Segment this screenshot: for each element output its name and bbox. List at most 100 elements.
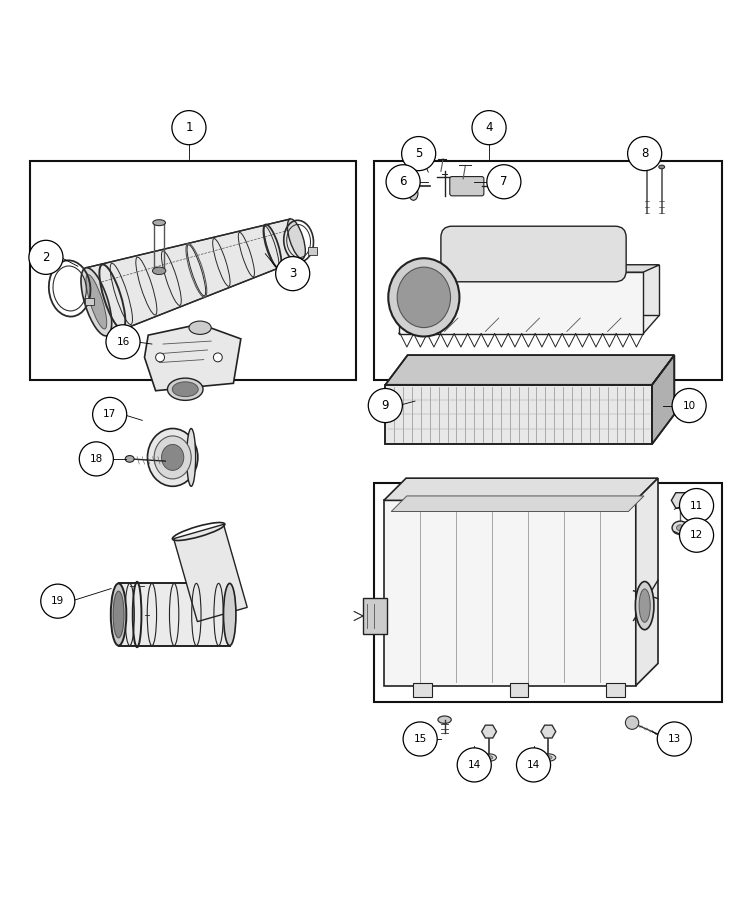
Text: 16: 16 bbox=[116, 337, 130, 347]
Polygon shape bbox=[144, 324, 241, 391]
Polygon shape bbox=[173, 525, 247, 622]
Text: 14: 14 bbox=[468, 760, 481, 770]
Text: 11: 11 bbox=[690, 500, 703, 510]
Ellipse shape bbox=[659, 165, 665, 169]
Polygon shape bbox=[671, 492, 689, 508]
Text: 14: 14 bbox=[527, 760, 540, 770]
Circle shape bbox=[79, 442, 113, 476]
FancyBboxPatch shape bbox=[450, 176, 484, 196]
Bar bbox=[363, 598, 387, 634]
Circle shape bbox=[472, 111, 506, 145]
Ellipse shape bbox=[153, 267, 166, 274]
Circle shape bbox=[628, 137, 662, 171]
Polygon shape bbox=[385, 356, 674, 385]
Polygon shape bbox=[636, 478, 658, 686]
Text: 10: 10 bbox=[682, 400, 696, 410]
Ellipse shape bbox=[677, 525, 684, 531]
Bar bbox=[374, 483, 722, 702]
Circle shape bbox=[679, 518, 714, 553]
Ellipse shape bbox=[388, 258, 459, 337]
Circle shape bbox=[93, 398, 127, 431]
Circle shape bbox=[625, 716, 639, 729]
Polygon shape bbox=[399, 272, 643, 334]
Circle shape bbox=[172, 111, 206, 145]
Circle shape bbox=[403, 722, 437, 756]
Bar bbox=[385, 385, 652, 444]
Circle shape bbox=[29, 240, 63, 274]
Ellipse shape bbox=[154, 436, 191, 479]
Text: 17: 17 bbox=[103, 410, 116, 419]
Ellipse shape bbox=[224, 583, 236, 645]
Circle shape bbox=[487, 165, 521, 199]
Circle shape bbox=[386, 165, 420, 199]
Bar bbox=[510, 683, 528, 697]
Bar bbox=[385, 385, 652, 444]
Circle shape bbox=[402, 137, 436, 171]
Polygon shape bbox=[384, 500, 636, 686]
Circle shape bbox=[457, 748, 491, 782]
Ellipse shape bbox=[635, 581, 654, 630]
Text: 2: 2 bbox=[42, 251, 50, 264]
Polygon shape bbox=[384, 478, 658, 500]
Ellipse shape bbox=[672, 521, 688, 535]
Polygon shape bbox=[86, 219, 302, 336]
Polygon shape bbox=[413, 265, 659, 315]
Text: 8: 8 bbox=[641, 147, 648, 160]
Ellipse shape bbox=[111, 583, 126, 645]
Text: 18: 18 bbox=[90, 454, 103, 464]
Ellipse shape bbox=[113, 591, 124, 638]
Bar bbox=[413, 683, 432, 697]
Text: 3: 3 bbox=[289, 267, 296, 280]
Circle shape bbox=[276, 256, 310, 291]
Circle shape bbox=[679, 489, 714, 523]
Ellipse shape bbox=[438, 716, 451, 724]
Circle shape bbox=[41, 584, 75, 618]
Polygon shape bbox=[391, 496, 644, 511]
Ellipse shape bbox=[86, 274, 107, 329]
Ellipse shape bbox=[125, 455, 134, 463]
Ellipse shape bbox=[545, 756, 552, 760]
Text: 4: 4 bbox=[485, 122, 493, 134]
Polygon shape bbox=[652, 356, 674, 444]
Ellipse shape bbox=[409, 187, 418, 201]
Text: 1: 1 bbox=[185, 122, 193, 134]
Bar bbox=[606, 683, 625, 697]
Text: 13: 13 bbox=[668, 734, 681, 744]
Ellipse shape bbox=[288, 219, 305, 258]
Circle shape bbox=[657, 722, 691, 756]
Ellipse shape bbox=[162, 445, 184, 471]
Circle shape bbox=[156, 353, 165, 362]
Ellipse shape bbox=[644, 165, 650, 169]
Ellipse shape bbox=[187, 428, 196, 486]
Ellipse shape bbox=[482, 754, 496, 761]
Ellipse shape bbox=[397, 267, 451, 328]
Circle shape bbox=[368, 389, 402, 423]
Ellipse shape bbox=[81, 267, 112, 336]
Bar bbox=[85, 298, 94, 305]
Polygon shape bbox=[399, 315, 659, 334]
Text: 7: 7 bbox=[500, 176, 508, 188]
Text: 6: 6 bbox=[399, 176, 407, 188]
Bar bbox=[30, 161, 356, 380]
Ellipse shape bbox=[147, 428, 198, 486]
Ellipse shape bbox=[485, 756, 493, 760]
Ellipse shape bbox=[639, 589, 651, 622]
Text: 12: 12 bbox=[690, 530, 703, 540]
Bar bbox=[308, 248, 317, 255]
Text: 15: 15 bbox=[413, 734, 427, 744]
Ellipse shape bbox=[172, 382, 199, 397]
Ellipse shape bbox=[189, 321, 211, 335]
Polygon shape bbox=[119, 583, 230, 645]
Polygon shape bbox=[399, 265, 659, 272]
Circle shape bbox=[672, 389, 706, 423]
Circle shape bbox=[516, 748, 551, 782]
FancyBboxPatch shape bbox=[441, 226, 626, 282]
Text: 9: 9 bbox=[382, 399, 389, 412]
Circle shape bbox=[213, 353, 222, 362]
Text: 19: 19 bbox=[51, 596, 64, 607]
Polygon shape bbox=[482, 725, 496, 738]
Polygon shape bbox=[541, 725, 556, 738]
Text: 5: 5 bbox=[415, 147, 422, 160]
Bar bbox=[374, 161, 722, 380]
Circle shape bbox=[106, 325, 140, 359]
